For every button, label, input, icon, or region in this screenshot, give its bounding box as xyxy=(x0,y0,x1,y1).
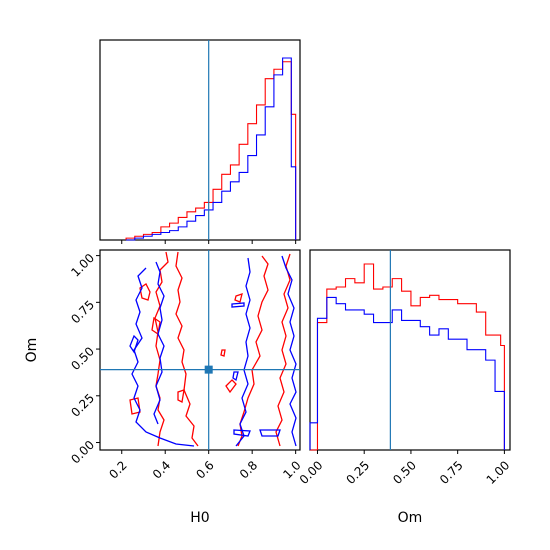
hist-om-xtick-label: 0.00 xyxy=(297,458,326,487)
y-axis-label-om: Om xyxy=(24,338,40,363)
contour-blue-blob-1 xyxy=(129,334,139,354)
panel-2d-xtick-label: 0.8 xyxy=(237,458,260,481)
contour-blue-blob-4 xyxy=(233,429,251,437)
panel-2d-h0-om: 0.2 0.4 0.6 0.8 1.00.000.250.500.751.00 H0 O… xyxy=(24,249,304,526)
x-axis-label-h0: H0 xyxy=(190,510,209,526)
contour-blue-blob-2 xyxy=(231,302,245,308)
panel-2d-ytick-label: 0.00 xyxy=(68,438,97,467)
hist-om-xtick-label: 0.75 xyxy=(437,458,466,487)
hist-h0-frame xyxy=(99,39,301,241)
contour-blue-left-inner xyxy=(153,261,165,425)
truth-marker xyxy=(204,365,213,374)
contour-blue-right-outer xyxy=(281,255,297,447)
panel-2d-ytick-label: 0.75 xyxy=(68,298,97,327)
hist-step-blue xyxy=(309,296,505,450)
contour-red-blob-1 xyxy=(139,283,151,301)
contour-blue-left-outer xyxy=(131,267,195,447)
contour-red-left-inner xyxy=(175,251,199,447)
contour-blue-right-inner xyxy=(235,257,251,447)
panel-2d-xtick-label: 0.6 xyxy=(193,458,216,481)
contour-red-right-outer xyxy=(275,253,291,447)
hist-om-xtick-label: 0.50 xyxy=(390,458,419,487)
hist-step-red xyxy=(125,61,297,240)
contour-red-blob-4 xyxy=(234,293,243,303)
hist-om-xtick-label: 0.25 xyxy=(343,458,372,487)
contour-red-blob-3 xyxy=(177,389,185,403)
x-axis-label-om: Om xyxy=(398,510,423,526)
hist-om-xtick-label: 1.00 xyxy=(484,458,513,487)
hist-om-frame xyxy=(309,249,511,451)
panel-2d-xtick-label: 0.2 xyxy=(106,458,129,481)
contours-blue xyxy=(129,255,297,447)
contour-red-blob-5 xyxy=(225,379,237,394)
panel-hist-h0 xyxy=(99,39,301,244)
hist-step-red xyxy=(310,263,505,451)
contours-red xyxy=(129,251,291,447)
panel-hist-om: 0.00 0.25 0.50 0.75 1.00 Om xyxy=(297,249,513,526)
contour-red-right-inner xyxy=(237,255,269,447)
panel-2d-xtick-label: 0.4 xyxy=(150,458,173,481)
contour-blue-blob-3 xyxy=(232,371,239,382)
panel-2d-ytick-label: 0.25 xyxy=(68,391,97,420)
contour-red-blob-6 xyxy=(220,349,226,357)
panel-2d-ytick-label: 1.00 xyxy=(68,251,97,280)
contour-red-left-outer xyxy=(154,251,169,447)
panel-2d-ytick-label: 0.50 xyxy=(68,344,97,373)
panel-2d-frame xyxy=(99,249,301,451)
contour-blue-blob-5 xyxy=(259,429,281,437)
hist-step-blue xyxy=(126,57,297,241)
